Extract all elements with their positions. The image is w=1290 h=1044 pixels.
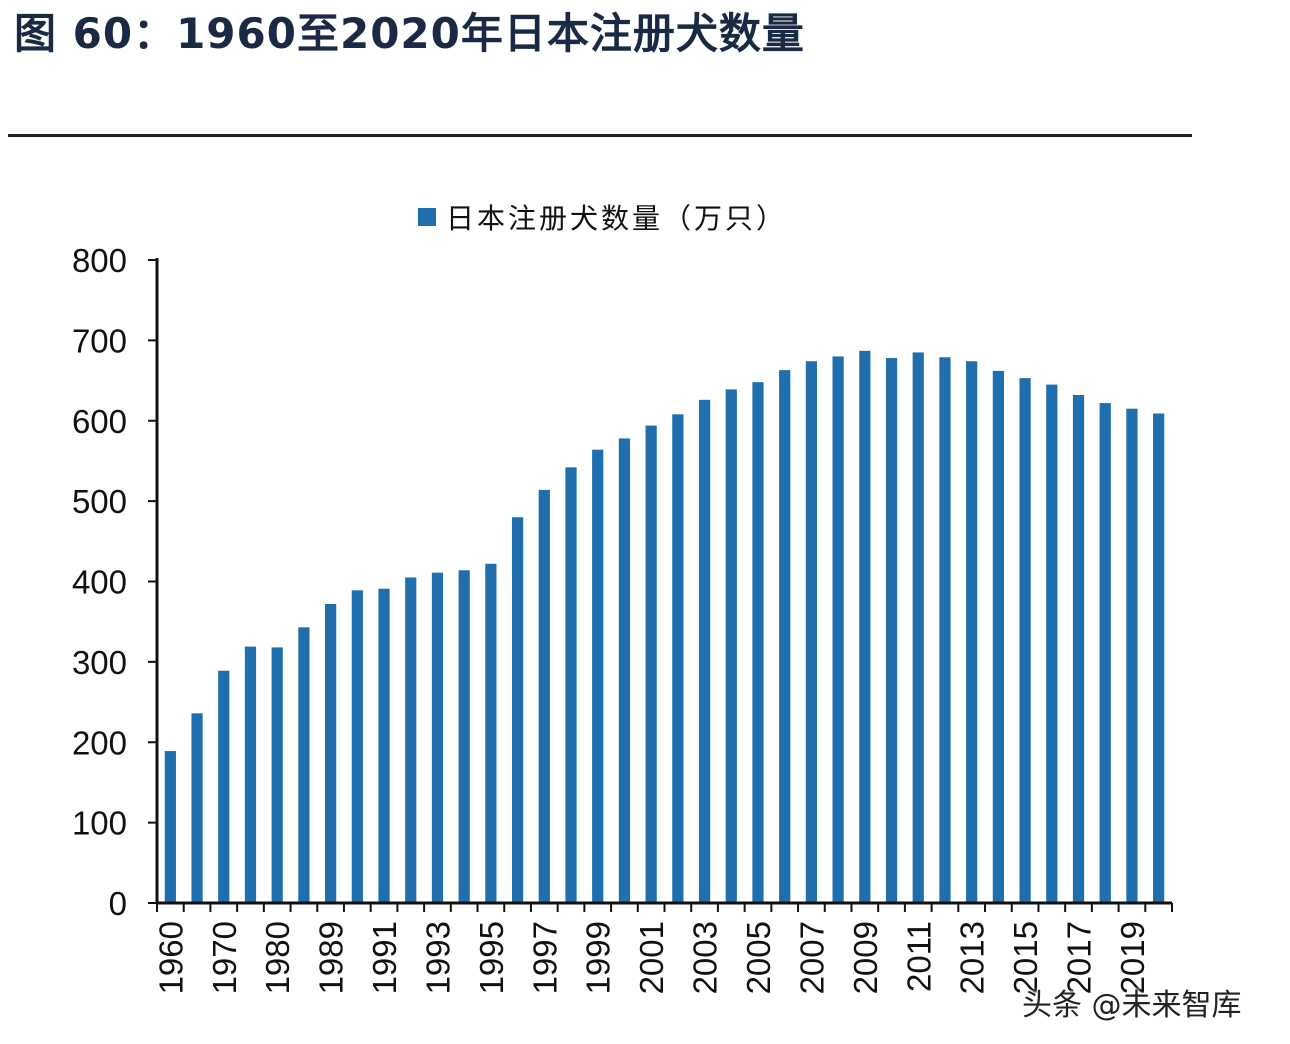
x-tick-label: 1995 bbox=[473, 921, 510, 994]
bar-2012 bbox=[939, 357, 951, 903]
bar-1960 bbox=[164, 751, 176, 903]
bar-1996 bbox=[511, 517, 524, 903]
x-axis-ticks: 1960 1970 1980 1989 1991 1993 1995 1997 1999 2001… bbox=[152, 903, 1173, 994]
bar-2001 bbox=[645, 425, 657, 903]
bar-2000 bbox=[618, 438, 631, 903]
bar-1997 bbox=[538, 489, 550, 903]
title-divider bbox=[8, 134, 1192, 137]
bar-2004 bbox=[725, 389, 737, 903]
x-tick-label: 2013 bbox=[954, 921, 991, 994]
x-tick-label: 2007 bbox=[793, 921, 830, 994]
y-tick-label: 700 bbox=[72, 322, 127, 359]
bar-2010 bbox=[885, 358, 898, 903]
bar-1991 bbox=[378, 588, 390, 903]
bar-1999 bbox=[592, 449, 604, 903]
y-tick-label: 800 bbox=[72, 242, 127, 279]
y-axis-ticks: 0 100 200 300 400 500 600 700 800 bbox=[72, 242, 157, 922]
x-tick-label: 2001 bbox=[633, 921, 670, 994]
y-tick-label: 300 bbox=[72, 644, 127, 681]
bar-2007 bbox=[805, 361, 818, 904]
bar-2008 bbox=[832, 356, 844, 903]
y-tick-label: 200 bbox=[72, 724, 127, 761]
bar-2018 bbox=[1099, 403, 1111, 903]
y-tick-label: 100 bbox=[72, 805, 127, 842]
x-tick-label: 1991 bbox=[366, 921, 403, 994]
bar-2003 bbox=[698, 399, 711, 903]
bar-2013 bbox=[966, 361, 978, 904]
bar-1989 bbox=[325, 604, 337, 903]
bar-2017 bbox=[1072, 395, 1085, 903]
bar-2019 bbox=[1126, 408, 1138, 903]
x-tick-label: 2017 bbox=[1061, 921, 1098, 994]
legend-swatch bbox=[418, 208, 436, 226]
x-tick-label: 1970 bbox=[206, 921, 243, 994]
bar-2016 bbox=[1046, 384, 1058, 903]
bar-1995 bbox=[485, 563, 497, 903]
bar-1965 bbox=[191, 713, 203, 903]
x-tick-label: 1999 bbox=[580, 921, 617, 994]
y-tick-label: 400 bbox=[72, 564, 127, 601]
bar-2002 bbox=[672, 414, 684, 903]
bar-1985 bbox=[298, 627, 310, 903]
x-tick-label: 1989 bbox=[313, 921, 350, 994]
bar-2014 bbox=[992, 370, 1004, 904]
bar-2006 bbox=[779, 370, 791, 903]
x-tick-label: 1997 bbox=[526, 921, 563, 994]
bars bbox=[164, 350, 1165, 904]
bar-1992 bbox=[405, 577, 417, 903]
bar-2005 bbox=[752, 382, 764, 903]
bar-1993 bbox=[431, 572, 444, 903]
legend: 日本注册犬数量（万只） bbox=[418, 202, 787, 235]
bar-2015 bbox=[1019, 378, 1031, 903]
figure-title: 图 60：1960至2020年日本注册犬数量 bbox=[14, 9, 805, 58]
bar-2009 bbox=[859, 350, 871, 904]
x-tick-label: 2015 bbox=[1007, 921, 1044, 994]
bar-2020 bbox=[1153, 413, 1165, 903]
x-tick-label: 2009 bbox=[847, 921, 884, 994]
bar-1970 bbox=[218, 670, 230, 903]
bar-1994 bbox=[458, 570, 470, 903]
y-tick-label: 600 bbox=[72, 403, 127, 440]
bar-1975 bbox=[244, 646, 257, 903]
x-tick-label: 2003 bbox=[687, 921, 724, 994]
x-tick-label: 1993 bbox=[419, 921, 456, 994]
x-tick-label: 1960 bbox=[152, 921, 189, 994]
legend-label: 日本注册犬数量（万只） bbox=[446, 202, 787, 235]
x-tick-label: 2019 bbox=[1114, 921, 1151, 994]
x-tick-label: 2005 bbox=[740, 921, 777, 994]
bar-2011 bbox=[912, 352, 924, 903]
bar-1980 bbox=[271, 647, 283, 903]
bar-1998 bbox=[565, 467, 577, 903]
watermark: 头条 @未来智库 bbox=[1022, 988, 1242, 1023]
x-tick-label: 1980 bbox=[259, 921, 296, 994]
x-tick-label: 2011 bbox=[900, 921, 937, 992]
bar-1990 bbox=[351, 590, 363, 903]
y-tick-label: 0 bbox=[109, 885, 127, 922]
y-tick-label: 500 bbox=[72, 483, 127, 520]
